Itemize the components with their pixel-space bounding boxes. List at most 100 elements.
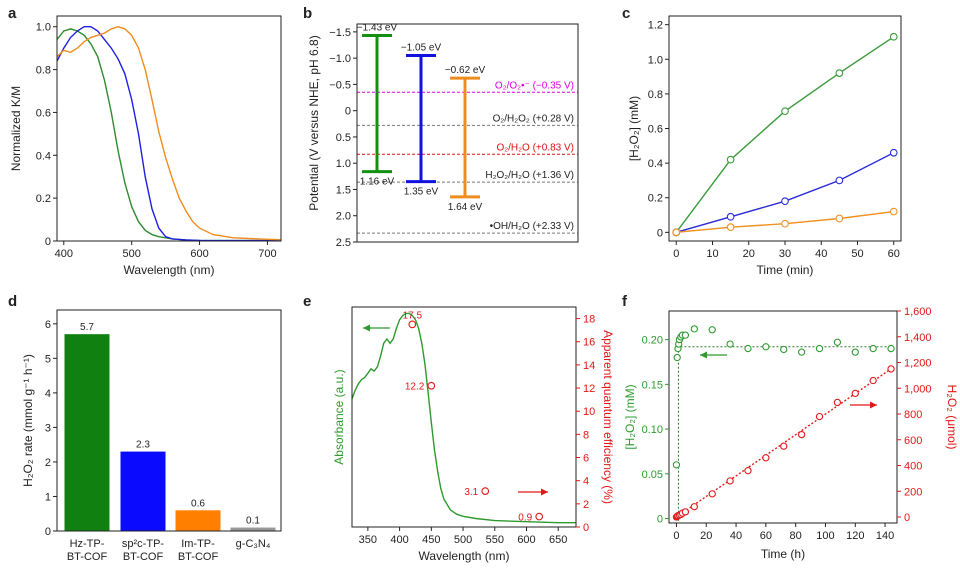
cb-label: −1.43 eV	[357, 23, 398, 34]
potential-level-label: O₂/H₂O₂ (+0.28 V)	[493, 113, 574, 124]
concentration-point	[833, 338, 842, 346]
y-tick-label: 0.6	[36, 107, 51, 119]
aqe-point	[481, 487, 490, 495]
aqe-axis-arrow-head	[541, 488, 548, 496]
concentration-point	[869, 344, 877, 353]
y-tick-label: 0	[657, 227, 663, 239]
axes-frame	[56, 15, 282, 242]
category-label: Im-TP-	[181, 538, 215, 550]
concentration-point	[797, 348, 806, 356]
x-axis-label: Wavelength (nm)	[124, 263, 215, 277]
left-axis-label: [H₂O₂] (mM)	[623, 384, 637, 449]
amount-point	[708, 490, 716, 498]
x-axis-label: Time (min)	[757, 263, 814, 277]
concentration-point	[762, 343, 770, 351]
amount-point	[851, 389, 859, 398]
absorption-curve-green	[56, 28, 281, 242]
y-tick-label: 0	[45, 236, 51, 248]
right-axis-label: Apparent quantum efficiency (%)	[601, 330, 615, 504]
y-tick-label: 200	[904, 486, 922, 498]
concentration-point	[726, 340, 734, 348]
y-tick-label: 0.15	[642, 379, 663, 391]
aqe-point	[535, 512, 544, 521]
panel-b: O₂/O₂•⁻ (−0.35 V) O₂/H₂O₂ (+0.28 V) O₂/H₂O…	[307, 23, 579, 249]
vb-label: 1.35 eV	[404, 187, 439, 198]
y-tick-label: 0.8	[648, 89, 663, 101]
bar	[175, 510, 221, 531]
x-tick-label: 50	[851, 248, 863, 260]
x-tick-label: 0	[673, 248, 679, 260]
kinetics-point	[889, 207, 898, 216]
kinetics-point	[835, 176, 844, 185]
y-tick-label: 1.0	[36, 22, 51, 34]
aqe-value-label: 0.9	[518, 513, 532, 524]
category-label: BT-COF	[178, 551, 219, 563]
aqe-value-label: 3.1	[464, 487, 478, 498]
amount-point	[833, 398, 842, 407]
x-tick-label: 140	[876, 530, 894, 542]
concentration-point	[690, 325, 698, 333]
y-tick-label: 400	[904, 461, 922, 473]
potential-level-label: H₂O₂/H₂O (+1.36 V)	[485, 170, 574, 181]
concentration-point	[744, 344, 752, 353]
x-tick-label: 100	[816, 530, 834, 542]
y-tick-label: 0.10	[642, 424, 663, 436]
amount-point	[887, 365, 895, 373]
kinetics-point	[726, 223, 735, 232]
amount-point	[681, 508, 690, 516]
x-tick-label: 600	[190, 248, 208, 260]
concentration-point	[708, 326, 716, 334]
absorption-curve-blue	[56, 26, 281, 242]
panel-label: c	[622, 5, 630, 22]
kinetics-point	[781, 197, 789, 206]
y-tick-label: 600	[904, 435, 922, 447]
x-axis-label: Wavelength (nm)	[419, 549, 510, 563]
y-tick-label: 0	[345, 106, 351, 118]
y-axis-label: Normalized K/M	[9, 86, 23, 171]
cb-label: −0.62 eV	[445, 65, 486, 76]
x-tick-label: 30	[779, 248, 791, 260]
x-tick-label: 20	[743, 248, 755, 260]
category-label: sp²c-TP-	[122, 538, 165, 550]
amount-point	[762, 454, 770, 462]
potential-level-label: O₂/H₂O (+0.83 V)	[496, 142, 574, 153]
cb-label: −1.05 eV	[401, 43, 442, 54]
panel-label: b	[303, 5, 312, 22]
concentration-point	[672, 461, 681, 469]
absorption-curve-orange	[56, 25, 282, 241]
y-tick-label: 1.5	[336, 184, 351, 196]
x-tick-label: 350	[359, 534, 377, 546]
kinetics-point	[672, 228, 681, 237]
y-tick-label: 1.0	[336, 158, 351, 170]
y-tick-label: −0.5	[329, 79, 351, 91]
y-tick-label: 14	[583, 360, 595, 372]
y-tick-label: 1	[45, 491, 51, 503]
kinetics-point	[781, 219, 789, 228]
amount-point	[797, 430, 806, 439]
y-tick-label: −1.5	[329, 27, 351, 39]
amount-point	[780, 442, 788, 450]
x-tick-label: 700	[258, 248, 276, 260]
category-label: g-C₃N₄	[236, 538, 271, 550]
concentration-point	[673, 353, 681, 362]
y-tick-label: 0.20	[642, 335, 663, 347]
concentration-point	[681, 331, 690, 339]
concentration-point	[780, 345, 788, 354]
bar	[120, 451, 166, 531]
y-tick-label: 2	[583, 499, 589, 511]
kinetics-point	[726, 212, 735, 221]
y-tick-label: 0	[657, 514, 663, 526]
y-tick-label: 0.5	[336, 132, 351, 144]
category-label: BT-COF	[67, 551, 108, 563]
aqe-value-label: 17.5	[403, 310, 423, 321]
y-tick-label: 2.5	[336, 237, 351, 249]
y-tick-label: 0	[45, 526, 51, 538]
amount-point	[869, 376, 877, 385]
y-tick-label: 0	[904, 512, 910, 524]
x-axis-label: Time (h)	[761, 547, 805, 561]
aqe-point	[427, 381, 436, 390]
concentration-axis-arrow-head	[700, 351, 707, 359]
amount-point	[744, 467, 752, 475]
x-tick-label: 60	[888, 248, 900, 260]
